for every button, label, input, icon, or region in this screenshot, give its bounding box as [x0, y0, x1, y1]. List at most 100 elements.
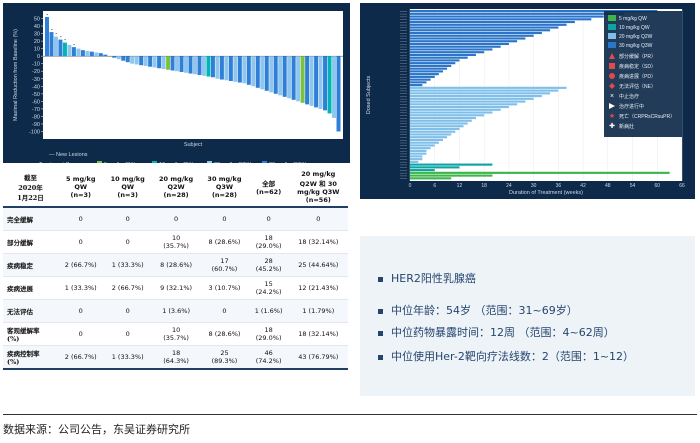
swimmer-bar	[410, 34, 534, 37]
swimmer-bar	[410, 108, 501, 111]
y-tick-label: -80	[32, 114, 40, 120]
swimmer-bar	[410, 10, 658, 13]
table-cell: 1 (33.3%)	[103, 345, 152, 370]
response-table: 截至 2020年 1月22日 5 mg/kg QW (n=3) 10 mg/kg QW (n=…	[3, 167, 348, 410]
waterfall-bar	[80, 50, 85, 57]
legend-label: 20 mg/kg Q2W	[214, 162, 251, 163]
table-cell: 0	[248, 207, 289, 231]
swimmer-bar	[410, 144, 435, 147]
waterfall-bar	[76, 48, 81, 57]
swimmer-bar	[410, 105, 509, 109]
swimmer-bar	[410, 163, 493, 166]
waterfall-bar	[148, 56, 153, 67]
y-tick-label: 0	[37, 54, 40, 60]
x-tick-label: 24	[506, 183, 512, 189]
table-cell: 2 (66.7%)	[58, 345, 104, 370]
waterfall-bar	[125, 56, 130, 63]
swimmer-bar	[410, 53, 476, 57]
x-tick-label: 54	[630, 183, 636, 189]
bullet-icon	[378, 354, 383, 360]
table-cell: 0	[103, 230, 152, 254]
y-tick-label: 30	[34, 32, 40, 38]
swimmer-bar	[410, 171, 670, 174]
swimmer-bar	[410, 18, 592, 21]
waterfall-bar	[224, 56, 229, 81]
table-cell: 18 (29.0%)	[248, 230, 289, 254]
x-tick-label: 12	[457, 183, 463, 189]
marker-legend-label: 死亡（CRPRsCRsuPR）	[619, 113, 675, 120]
table-column-header: 20 mg/kg Q2W 和 30 mg/kg Q3W (n=56)	[288, 167, 348, 208]
waterfall-chart: 50 40 30 20 10 0 -10 -20 -30 -40 -50 -60 -70 -80 -90 -1…	[3, 3, 350, 168]
table-cell: 0	[200, 299, 249, 323]
waterfall-bar	[210, 56, 215, 78]
table-row: 完全缓解 0 0 0 0 0 0	[3, 207, 348, 231]
waterfall-bar	[67, 44, 72, 57]
table-cell: 3 (10.7%)	[200, 276, 249, 300]
waterfall-bar	[327, 56, 332, 114]
waterfall-bar	[139, 56, 144, 66]
waterfall-bar	[49, 32, 54, 57]
legend-swatch	[608, 33, 616, 39]
table-cell: 0	[103, 207, 152, 231]
waterfall-bar	[278, 56, 283, 96]
waterfall-bar	[323, 56, 328, 111]
table-column-header: 10 mg/kg QW (n=3)	[103, 167, 152, 208]
y-tick-label: -50	[32, 92, 40, 98]
waterfall-bar	[103, 54, 108, 57]
table-cell: 0	[58, 230, 104, 254]
table-header-row: 截至 2020年 1月22日 5 mg/kg QW (n=3) 10 mg/kg QW (n=…	[3, 167, 348, 208]
waterfall-bar	[170, 56, 175, 71]
new-lesions-note: — New Lesions	[49, 152, 88, 158]
swimmer-bar	[410, 37, 526, 40]
swimmer-bar	[410, 111, 493, 114]
marker-legend-label: 疾病进展（PD）	[619, 73, 656, 80]
waterfall-bar	[98, 53, 103, 57]
waterfall-bar	[166, 56, 171, 70]
waterfall-bar	[309, 56, 314, 106]
swimmer-svg: 0 6 12 18 24 30 36 42 48 54 60 66 Duration of Treatm…	[366, 9, 685, 196]
waterfall-bar	[130, 56, 135, 64]
table-cell: 10 (35.7%)	[151, 322, 201, 346]
swimmer-bar	[410, 174, 493, 177]
waterfall-bar	[112, 56, 117, 58]
table-cell: 18 (32.14%)	[288, 322, 348, 346]
table-cell: 15 (24.2%)	[248, 276, 289, 300]
marker-legend-label: 新病灶	[619, 123, 634, 130]
row-label: 完全缓解	[3, 207, 58, 231]
swimmer-bar	[410, 152, 427, 155]
waterfall-bar	[116, 56, 121, 60]
waterfall-bar	[193, 56, 197, 75]
waterfall-bar	[242, 56, 247, 84]
triangle-icon	[609, 53, 615, 59]
table-cell: 1 (33.3%)	[58, 276, 104, 300]
swimmer-bar	[410, 169, 435, 172]
summary-item: HER2阳性乳腺癌	[378, 270, 476, 286]
swimmer-bar	[410, 136, 448, 139]
table-row: 疾病控制率 (%) 2 (66.7%) 1 (33.3%) 18 (64.3%) 25 (89…	[3, 345, 348, 370]
table-cell: 2 (66.7%)	[103, 276, 152, 300]
legend-label: 30 mg/kg Q3W	[619, 43, 653, 49]
table-cell: 46 (74.2%)	[248, 345, 289, 370]
swimmer-bar	[410, 141, 439, 144]
waterfall-bar	[251, 56, 256, 87]
waterfall-bar	[58, 39, 63, 57]
waterfall-bar	[201, 56, 206, 76]
swimmer-bar	[410, 119, 472, 122]
swimmer-bar	[410, 20, 575, 24]
swimmer-bar	[410, 31, 542, 35]
y-tick-label: -70	[32, 107, 40, 113]
waterfall-bar	[206, 56, 211, 77]
waterfall-bar	[314, 56, 319, 108]
swimmer-bar	[410, 95, 542, 98]
table-cell: 2 (66.7%)	[58, 253, 104, 277]
y-tick-label: 10	[34, 47, 40, 53]
swimmer-bar	[410, 12, 625, 15]
swimmer-bar	[410, 42, 509, 46]
table-corner-cell: 截至 2020年 1月22日	[3, 167, 58, 208]
swimmer-bar	[410, 15, 604, 18]
bullet-icon	[378, 276, 383, 282]
swimmer-bar	[410, 64, 452, 67]
waterfall-bar	[53, 36, 58, 57]
source-divider	[3, 414, 697, 415]
waterfall-bar	[85, 50, 90, 57]
